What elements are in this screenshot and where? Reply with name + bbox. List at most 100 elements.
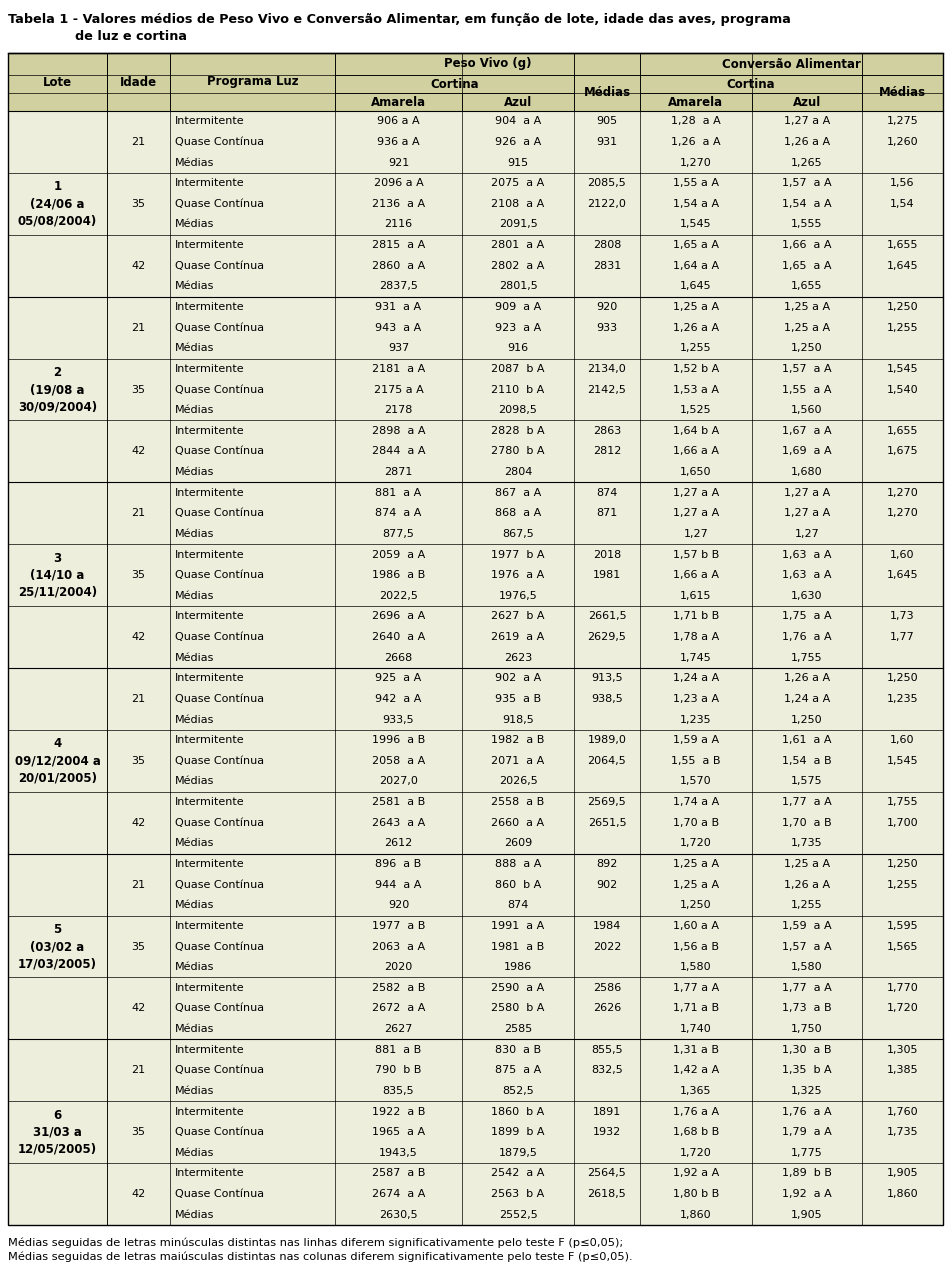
Text: Intermitente: Intermitente — [175, 240, 244, 250]
Text: 1,255: 1,255 — [886, 880, 919, 889]
Text: 1977  a B: 1977 a B — [372, 921, 425, 931]
Text: 1,740: 1,740 — [680, 1024, 712, 1034]
Text: 1,63  a A: 1,63 a A — [783, 570, 832, 580]
Text: 1,745: 1,745 — [680, 653, 712, 663]
Text: 2612: 2612 — [384, 838, 413, 848]
Text: 2581  a B: 2581 a B — [372, 797, 425, 807]
Text: 21: 21 — [131, 694, 146, 704]
Text: 937: 937 — [388, 344, 409, 353]
Text: 1,555: 1,555 — [791, 219, 823, 230]
Text: Quase Contínua: Quase Contínua — [175, 694, 264, 704]
Text: Médias: Médias — [175, 715, 214, 725]
Text: 1,26 a A: 1,26 a A — [784, 880, 830, 889]
Text: 42: 42 — [131, 260, 146, 271]
Text: 1,55  a A: 1,55 a A — [783, 385, 832, 394]
Text: 21: 21 — [131, 508, 146, 518]
Text: Quase Contínua: Quase Contínua — [175, 942, 264, 952]
Text: 2552,5: 2552,5 — [498, 1210, 537, 1220]
Text: 877,5: 877,5 — [382, 529, 415, 539]
Text: Médias: Médias — [175, 901, 214, 910]
Text: 931  a A: 931 a A — [376, 302, 421, 312]
Text: 1,57  a A: 1,57 a A — [782, 942, 832, 952]
Text: 868  a A: 868 a A — [495, 508, 541, 518]
Text: 1,77  a A: 1,77 a A — [782, 797, 832, 807]
Text: Azul: Azul — [504, 95, 533, 109]
Text: 1,56: 1,56 — [890, 178, 915, 189]
Text: Intermitente: Intermitente — [175, 364, 244, 373]
Text: 918,5: 918,5 — [502, 715, 534, 725]
Text: 35: 35 — [131, 199, 146, 209]
Text: 1,76 a A: 1,76 a A — [673, 1106, 719, 1116]
Text: 1,53 a A: 1,53 a A — [673, 385, 719, 394]
Bar — [8, 1164, 943, 1225]
Text: 931: 931 — [596, 137, 617, 148]
Text: 2643  a A: 2643 a A — [372, 817, 425, 828]
Text: 1,61  a A: 1,61 a A — [783, 735, 832, 745]
Text: 1,615: 1,615 — [680, 590, 711, 600]
Text: 1,655: 1,655 — [791, 281, 823, 291]
Text: Médias: Médias — [175, 1085, 214, 1096]
Text: 1,645: 1,645 — [886, 260, 919, 271]
Text: 1,27: 1,27 — [795, 529, 820, 539]
Text: 1,265: 1,265 — [791, 158, 823, 168]
Bar — [8, 112, 943, 173]
Text: 875  a A: 875 a A — [495, 1065, 541, 1075]
Text: 915: 915 — [508, 158, 529, 168]
Text: 1982  a B: 1982 a B — [492, 735, 545, 745]
Bar — [640, 92, 752, 112]
Text: 933: 933 — [596, 322, 617, 332]
Text: 881  a A: 881 a A — [376, 488, 421, 498]
Text: 1,89  b B: 1,89 b B — [782, 1169, 832, 1178]
Text: 1,73: 1,73 — [890, 612, 915, 621]
Text: Quase Contínua: Quase Contínua — [175, 756, 264, 766]
Text: Intermitente: Intermitente — [175, 1169, 244, 1178]
Text: 1,305: 1,305 — [886, 1044, 919, 1055]
Text: 938,5: 938,5 — [592, 694, 623, 704]
Bar — [8, 421, 943, 482]
Text: 1,28  a A: 1,28 a A — [671, 117, 721, 126]
Text: Médias: Médias — [175, 158, 214, 168]
Text: 1899  b A: 1899 b A — [492, 1128, 545, 1137]
Text: 2629,5: 2629,5 — [588, 633, 627, 642]
Text: 1,545: 1,545 — [680, 219, 711, 230]
Text: 902: 902 — [596, 880, 617, 889]
Text: 1,77 a A: 1,77 a A — [673, 983, 719, 993]
Text: Médias: Médias — [583, 86, 631, 100]
Bar — [752, 92, 862, 112]
Text: 923  a A: 923 a A — [495, 322, 541, 332]
Text: 5
(03/02 a
17/03/2005): 5 (03/02 a 17/03/2005) — [18, 922, 97, 970]
Text: Intermitente: Intermitente — [175, 426, 244, 436]
Text: 1,720: 1,720 — [680, 838, 712, 848]
Text: 1,60: 1,60 — [890, 735, 915, 745]
Text: Quase Contínua: Quase Contínua — [175, 322, 264, 332]
Text: 1,560: 1,560 — [791, 405, 823, 416]
Text: Intermitente: Intermitente — [175, 674, 244, 684]
Text: 2674  a A: 2674 a A — [372, 1189, 425, 1200]
Text: Médias: Médias — [175, 1210, 214, 1220]
Text: 1,25 a A: 1,25 a A — [673, 880, 719, 889]
Text: 2860  a A: 2860 a A — [372, 260, 425, 271]
Bar — [8, 668, 943, 730]
Bar — [335, 74, 574, 92]
Text: 1991  a A: 1991 a A — [492, 921, 545, 931]
Bar — [8, 358, 943, 421]
Text: 1,645: 1,645 — [680, 281, 711, 291]
Text: 1,76  a A: 1,76 a A — [782, 633, 832, 642]
Text: 1,250: 1,250 — [791, 344, 823, 353]
Text: Médias: Médias — [175, 838, 214, 848]
Text: 1,73  a B: 1,73 a B — [782, 1003, 832, 1014]
Text: Intermitente: Intermitente — [175, 1106, 244, 1116]
Text: Azul: Azul — [793, 95, 821, 109]
Text: 2071  a A: 2071 a A — [492, 756, 545, 766]
Text: 935  a B: 935 a B — [495, 694, 541, 704]
Text: 2087  b A: 2087 b A — [492, 364, 545, 373]
Text: 1,755: 1,755 — [791, 653, 823, 663]
Text: 871: 871 — [596, 508, 617, 518]
Text: 1
(24/06 a
05/08/2004): 1 (24/06 a 05/08/2004) — [18, 181, 97, 227]
Bar — [8, 978, 943, 1039]
Text: 1,250: 1,250 — [886, 302, 919, 312]
Text: 35: 35 — [131, 1128, 146, 1137]
Text: 916: 916 — [508, 344, 529, 353]
Bar — [8, 235, 943, 296]
Text: 2134,0: 2134,0 — [588, 364, 627, 373]
